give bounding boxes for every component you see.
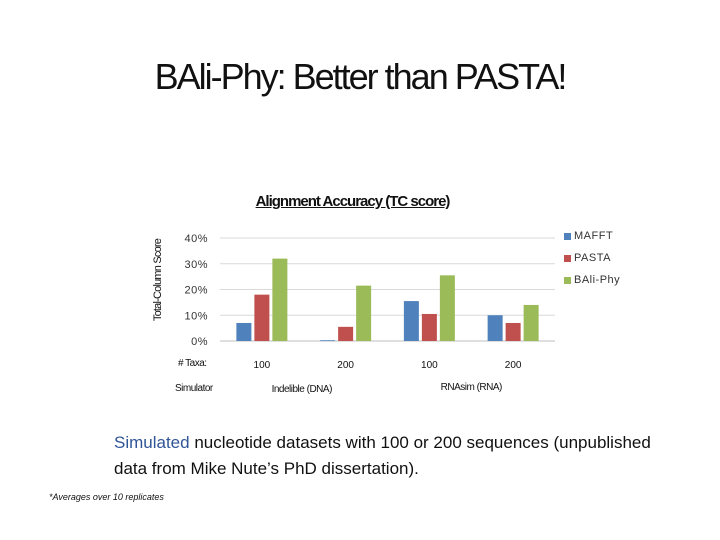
legend-label: BAli-Phy (574, 274, 621, 286)
y-tick-label: 30% (184, 259, 208, 271)
legend-item: PASTA (564, 247, 620, 269)
bar-mafft (320, 340, 336, 342)
x-tick-label: 200 (337, 360, 354, 371)
chart-title: Alignment Accuracy (TC score) (255, 193, 451, 210)
bar-pasta (505, 322, 521, 341)
x-tick-label: 100 (254, 360, 271, 371)
bar-bali-phy (272, 258, 288, 341)
caption-text: nucleotide datasets with 100 or 200 sequ… (114, 433, 651, 478)
y-tick-label: 10% (184, 310, 208, 322)
legend-label: MAFFT (574, 230, 614, 242)
x-tick-label: 200 (505, 360, 522, 371)
bar-mafft (487, 315, 503, 341)
legend-swatch (564, 254, 571, 262)
legend-item: MAFFT (564, 225, 620, 247)
bar-bali-phy (439, 275, 455, 341)
legend-swatch (564, 276, 571, 284)
y-tick-label: 20% (184, 285, 208, 297)
simulator-row-label: Simulator (175, 383, 213, 394)
bar-bali-phy (356, 285, 372, 341)
simulator-group-label: Indelible (DNA) (272, 384, 332, 395)
slide-caption: Simulated nucleotide datasets with 100 o… (114, 430, 654, 482)
y-tick-label: 0% (191, 336, 208, 348)
legend-item: BAli-Phy (564, 269, 620, 291)
legend-label: PASTA (574, 252, 611, 264)
slide-title: BAli-Phy: Better than PASTA! (154, 56, 568, 97)
bar-pasta (338, 326, 354, 341)
y-tick-label: 40% (184, 233, 208, 245)
bar-mafft (403, 301, 419, 341)
footnote: *Averages over 10 replicates (49, 492, 164, 502)
legend-swatch (564, 232, 571, 240)
taxa-row-label: # Taxa: (178, 358, 207, 369)
simulator-group-label: RNAsim (RNA) (441, 382, 502, 393)
bar-pasta (254, 294, 270, 341)
x-tick-label: 100 (421, 360, 438, 371)
bar-pasta (421, 313, 437, 341)
chart-legend: MAFFT PASTA BAli-Phy (564, 225, 620, 291)
bar-mafft (236, 322, 252, 341)
bar-bali-phy (523, 304, 539, 341)
caption-highlight: Simulated (114, 433, 190, 452)
